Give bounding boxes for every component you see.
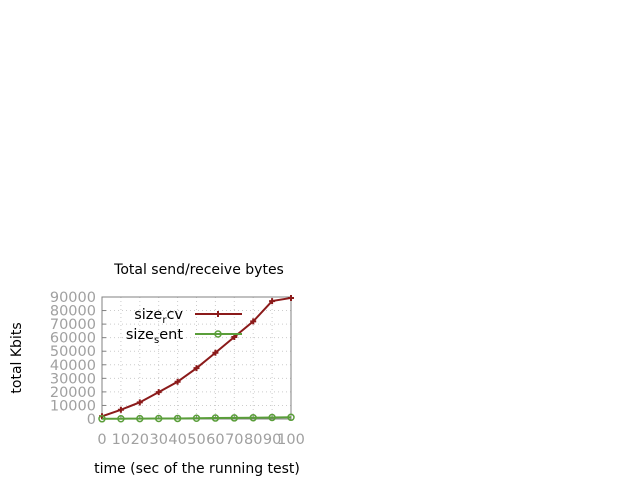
series-line-size-sent xyxy=(101,416,292,420)
x-tick-label: 100 xyxy=(277,432,305,448)
x-tick-label: 90 xyxy=(263,432,281,448)
y-tick-label: 0 xyxy=(87,412,96,428)
size-rcv-point xyxy=(155,389,162,396)
legend-label-size-rcv: sizercv xyxy=(134,307,183,326)
size-sent-point xyxy=(136,414,144,423)
size-sent-point xyxy=(117,414,125,423)
x-tick-label: 80 xyxy=(244,432,262,448)
size-sent-point xyxy=(154,414,163,423)
x-tick-label: 20 xyxy=(131,432,149,448)
y-tick-label: 20000 xyxy=(50,385,96,401)
x-tick-label: 40 xyxy=(168,432,186,448)
y-tick-label: 50000 xyxy=(50,344,96,360)
y-tick-label: 40000 xyxy=(50,358,96,374)
y-tick-label: 30000 xyxy=(50,371,96,387)
legend-size-sent-point xyxy=(214,330,222,338)
chart-title: Total send/receive bytes xyxy=(113,262,284,278)
size-rcv-point xyxy=(250,318,257,325)
y-tick-label: 60000 xyxy=(50,331,96,347)
size-rcv-point xyxy=(212,349,219,356)
x-tick-label: 0 xyxy=(97,432,106,448)
size-sent-point xyxy=(192,414,201,423)
x-tick-label: 70 xyxy=(225,432,243,448)
size-rcv-point xyxy=(174,378,181,385)
size-sent-point xyxy=(211,414,220,422)
y-tick-label: 70000 xyxy=(50,317,96,333)
y-axis-label: total Kbits xyxy=(9,322,25,393)
axis-ticks: 0 10 20 30 40 50 60 70 80 90100010000200003000040… xyxy=(50,290,305,448)
size-sent-point xyxy=(173,414,182,423)
grid xyxy=(102,297,291,419)
size-rcv-point xyxy=(193,365,200,372)
size-sent-point xyxy=(287,413,295,422)
series-layer xyxy=(98,294,295,423)
x-tick-label: 60 xyxy=(206,432,224,448)
legend-size-rcv-point xyxy=(215,311,221,317)
legend-label-size-sent: sizesent xyxy=(126,327,183,346)
y-tick-label: 90000 xyxy=(50,290,96,306)
size-sent-point xyxy=(249,414,257,422)
size-sent-point xyxy=(230,414,239,422)
y-tick-label: 80000 xyxy=(50,304,96,320)
x-tick-label: 10 xyxy=(112,432,130,448)
size-rcv-point xyxy=(269,298,276,305)
size-sent-point xyxy=(268,413,276,422)
size-rcv-point xyxy=(136,399,143,406)
size-rcv-point xyxy=(288,294,294,301)
x-tick-label: 50 xyxy=(187,432,205,448)
y-tick-label: 10000 xyxy=(50,398,96,414)
size-rcv-point xyxy=(117,406,124,413)
size-sent-point xyxy=(98,415,106,423)
x-axis-label: time (sec of the running test) xyxy=(94,461,300,477)
x-tick-label: 30 xyxy=(149,432,167,448)
